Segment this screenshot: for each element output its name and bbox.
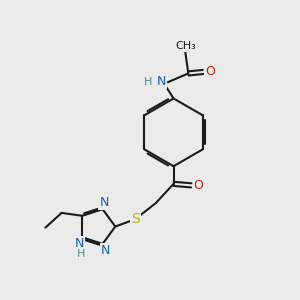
Text: CH₃: CH₃ (175, 41, 196, 51)
Text: O: O (206, 65, 215, 79)
Text: N: N (157, 75, 167, 88)
Text: H: H (144, 77, 152, 87)
Text: H: H (76, 249, 85, 259)
Text: S: S (131, 212, 140, 226)
Text: N: N (75, 237, 84, 250)
Text: N: N (99, 196, 109, 209)
Text: O: O (194, 179, 203, 192)
Text: N: N (101, 244, 110, 257)
